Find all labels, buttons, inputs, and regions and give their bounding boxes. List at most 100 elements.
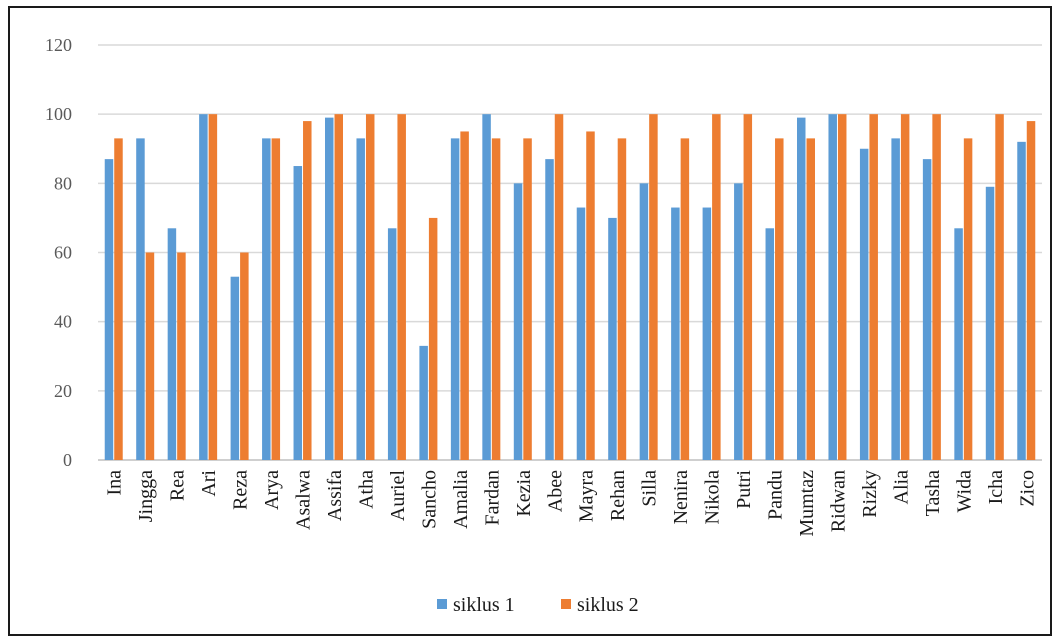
bar-2-rehan	[617, 138, 627, 460]
x-tick-label: Mayra	[576, 470, 598, 522]
x-tick-label: Asalwa	[293, 470, 315, 530]
x-tick-label: Arya	[261, 470, 283, 510]
x-tick-label: Rizky	[859, 470, 881, 518]
y-tick-label: 40	[54, 312, 72, 332]
bar-2-abee	[554, 114, 564, 461]
bar-1-amalia	[450, 138, 460, 460]
bar-2-tasha	[932, 114, 941, 461]
bar-1-putri	[734, 183, 743, 461]
bar-1-wida	[954, 228, 963, 460]
bar-2-rea	[177, 252, 186, 460]
bar-1-reza	[230, 276, 240, 460]
x-tick-label: Tasha	[922, 470, 944, 516]
bar-1-icha	[985, 186, 995, 460]
bar-2-mumtaz	[806, 138, 815, 460]
bar-2-jingga	[145, 252, 155, 460]
bar-1-pandu	[765, 228, 775, 460]
bar-2-fardan	[491, 138, 501, 460]
bar-2-icha	[995, 114, 1004, 461]
bar-1-sancho	[419, 345, 428, 460]
x-tick-label: Amalia	[450, 470, 472, 529]
bar-2-sancho	[428, 217, 438, 460]
x-tick-label: Rehan	[607, 470, 629, 521]
bar-2-zico	[1026, 121, 1036, 460]
x-tick-label: Ari	[198, 470, 220, 497]
bar-2-putri	[743, 114, 753, 461]
bar-1-atha	[356, 138, 365, 460]
legend-label: siklus 1	[453, 594, 515, 616]
x-tick-label: Sancho	[418, 470, 440, 529]
bar-2-nikola	[712, 114, 721, 461]
bar-2-wida	[963, 138, 973, 460]
x-tick-label: Zico	[1016, 470, 1038, 507]
x-tick-label: Nenira	[670, 470, 692, 525]
x-tick-label: Atha	[355, 470, 377, 509]
x-tick-label: Auriel	[387, 470, 409, 522]
bar-2-silla	[649, 114, 658, 461]
bar-1-rea	[167, 228, 177, 460]
bar-2-pandu	[775, 138, 784, 460]
y-tick-label: 60	[54, 243, 72, 263]
x-tick-label: Assifa	[324, 470, 346, 521]
bar-1-jingga	[136, 138, 145, 460]
bar-1-ari	[199, 114, 208, 461]
bar-1-auriel	[387, 228, 397, 460]
bar-1-mayra	[576, 207, 586, 460]
y-tick-label: 20	[54, 381, 72, 401]
bar-1-rizky	[859, 148, 869, 460]
bar-2-atha	[365, 114, 375, 461]
bar-2-arya	[271, 138, 281, 460]
x-tick-label: Pandu	[765, 470, 787, 520]
bar-2-amalia	[460, 131, 469, 461]
bar-1-ridwan	[828, 114, 837, 461]
bar-2-assifa	[334, 114, 343, 461]
x-tick-label: Icha	[985, 470, 1007, 505]
x-tick-label: Reza	[230, 470, 252, 510]
x-tick-label: Fardan	[481, 470, 503, 526]
y-tick-label: 0	[63, 450, 72, 470]
y-tick-label: 100	[45, 104, 72, 124]
bar-1-ina	[104, 159, 114, 460]
bar-2-ari	[208, 114, 218, 461]
x-tick-label: Wida	[953, 470, 975, 513]
x-tick-label: Silla	[639, 470, 661, 507]
x-tick-label: Alia	[890, 470, 912, 505]
legend-swatch	[437, 599, 447, 609]
y-tick-label: 120	[45, 35, 72, 55]
bar-2-reza	[240, 252, 249, 460]
x-tick-label: Nikola	[702, 470, 724, 525]
legend-label: siklus 2	[577, 594, 639, 616]
bar-1-silla	[639, 183, 649, 461]
bar-1-rehan	[608, 217, 617, 460]
bar-1-tasha	[922, 159, 932, 460]
bar-1-assifa	[325, 117, 334, 460]
bar-1-kezia	[513, 183, 523, 461]
bar-1-asalwa	[293, 166, 303, 460]
x-tick-label: Ina	[104, 470, 126, 496]
bar-1-abee	[545, 159, 554, 460]
bar-2-mayra	[586, 131, 595, 461]
bar-2-ridwan	[837, 114, 847, 461]
bar-1-mumtaz	[797, 117, 806, 460]
bar-1-nikola	[702, 207, 712, 460]
x-tick-label: Ridwan	[827, 470, 849, 532]
x-tick-label: Mumtaz	[796, 470, 818, 537]
x-tick-label: Kezia	[513, 470, 535, 517]
bar-1-fardan	[482, 114, 491, 461]
x-tick-label: Abee	[544, 470, 566, 512]
bar-1-zico	[1017, 141, 1026, 461]
bar-2-rizky	[869, 114, 878, 461]
bar-2-nenira	[680, 138, 690, 460]
bar-1-alia	[891, 138, 900, 460]
bar-1-nenira	[671, 207, 680, 460]
bar-2-alia	[900, 114, 910, 461]
y-tick-label: 80	[54, 173, 72, 193]
x-tick-label: Rea	[167, 470, 189, 501]
bar-2-ina	[114, 138, 123, 460]
bar-2-auriel	[397, 114, 406, 461]
legend-swatch	[561, 599, 571, 609]
x-tick-label: Jingga	[135, 470, 157, 522]
bar-2-asalwa	[303, 121, 312, 460]
x-tick-label: Putri	[733, 470, 755, 509]
